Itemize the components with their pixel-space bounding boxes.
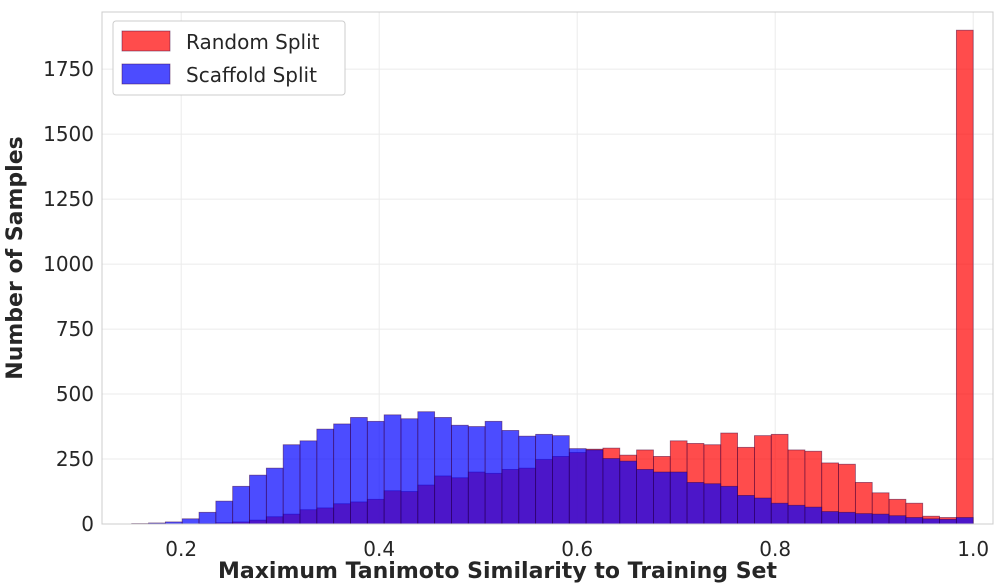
scaffold-split-bar — [535, 433, 553, 525]
scaffold-split-bar — [804, 506, 823, 525]
y-tick-label: 500 — [56, 382, 94, 406]
scaffold-split-bar — [518, 435, 537, 525]
legend-label-scaffold-split: Scaffold Split — [186, 63, 317, 87]
scaffold-split-bar — [821, 511, 839, 525]
x-tick-label: 1.0 — [957, 537, 989, 561]
scaffold-split-bar — [198, 511, 217, 525]
x-tick-label: 0.6 — [561, 537, 593, 561]
y-tick-label: 1250 — [43, 187, 94, 211]
x-axis-ticks: 0.2 0.4 0.6 0.8 1.0 — [165, 537, 989, 561]
scaffold-split-bar — [905, 517, 924, 525]
scaffold-split-bar — [585, 449, 604, 525]
legend-label-random-split: Random Split — [186, 30, 320, 54]
y-axis-label: Number of Samples — [3, 136, 28, 379]
scaffold-split-bar — [888, 515, 907, 525]
y-axis-ticks: 0 250 500 750 1000 1250 1500 1750 — [43, 57, 94, 536]
y-tick-label: 1500 — [43, 122, 94, 146]
scaffold-split-bar — [552, 435, 570, 525]
scaffold-split-bar — [484, 420, 503, 525]
scaffold-split-bar — [838, 511, 856, 525]
scaffold-split-bar — [400, 418, 419, 525]
scaffold-split-bar — [955, 517, 974, 525]
scaffold-split-bar — [366, 420, 385, 525]
scaffold-split-bar — [265, 467, 284, 525]
scaffold-split-bar — [939, 518, 957, 525]
scaffold-split-bar — [703, 483, 722, 525]
scaffold-split-bar — [787, 504, 806, 525]
scaffold-split-bar — [854, 513, 873, 525]
scaffold-split-bar — [333, 423, 351, 525]
scaffold-split-bar — [451, 424, 469, 525]
plot-frame — [101, 11, 994, 525]
x-tick-label: 0.2 — [165, 537, 197, 561]
legend-box — [112, 20, 346, 96]
scaffold-split-bar — [417, 411, 436, 525]
scaffold-split-bars — [131, 411, 974, 525]
scaffold-split-bar — [602, 458, 621, 525]
scaffold-split-bar — [636, 469, 654, 525]
x-axis-label: Maximum Tanimoto Similarity to Training … — [218, 559, 777, 584]
y-tick-label: 1750 — [43, 57, 94, 81]
legend: Random Split Scaffold Split — [112, 20, 346, 96]
scaffold-split-bar — [249, 474, 267, 525]
scaffold-split-bar — [568, 448, 587, 525]
scaffold-split-bar — [669, 471, 688, 525]
scaffold-split-bar — [316, 428, 335, 525]
scaffold-split-bar — [232, 485, 250, 525]
y-tick-label: 250 — [56, 447, 94, 471]
scaffold-split-bar — [737, 495, 755, 525]
scaffold-split-bar — [770, 502, 789, 525]
scaffold-split-bar — [181, 518, 200, 525]
y-tick-label: 750 — [56, 317, 94, 341]
scaffold-split-bar — [619, 460, 638, 525]
scaffold-split-bar — [501, 430, 520, 525]
scaffold-split-bar — [467, 426, 486, 525]
random-split-bar — [955, 29, 974, 525]
x-tick-label: 0.8 — [759, 537, 791, 561]
y-tick-label: 0 — [81, 512, 94, 536]
scaffold-split-bar — [686, 482, 705, 525]
scaffold-split-bar — [299, 440, 318, 525]
scaffold-split-bar — [434, 417, 452, 525]
scaffold-split-bar — [871, 513, 890, 525]
scaffold-split-bar — [215, 500, 234, 525]
legend-swatch-scaffold-split — [121, 63, 171, 85]
scaffold-split-bar — [383, 414, 402, 525]
scaffold-split-bar — [282, 444, 301, 525]
x-tick-label: 0.4 — [363, 537, 395, 561]
scaffold-split-bar — [922, 518, 940, 525]
scaffold-split-bar — [754, 497, 772, 525]
scaffold-split-bar — [720, 485, 738, 525]
legend-swatch-random-split — [121, 30, 171, 52]
scaffold-split-bar — [350, 417, 368, 525]
y-tick-label: 1000 — [43, 252, 94, 276]
scaffold-split-bar — [653, 471, 671, 525]
